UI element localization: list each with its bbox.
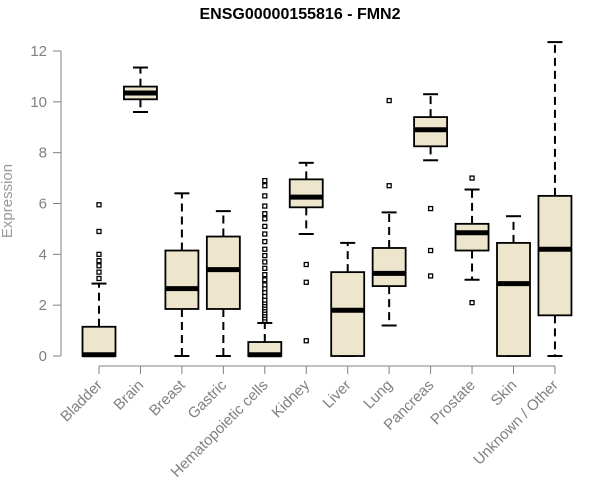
box-group (205, 210, 241, 357)
chart-title: ENSG00000155816 - FMN2 (199, 6, 401, 23)
x-tick-label: Liver (320, 377, 355, 412)
outlier-point (262, 216, 268, 222)
y-tick-label: 8 (39, 145, 47, 162)
x-tick-label: Bladder (57, 377, 106, 426)
outlier-point (262, 193, 268, 199)
outlier-point (262, 252, 268, 259)
x-tick-label: Brain (110, 377, 147, 414)
outlier-point (386, 97, 392, 104)
outlier-point (427, 247, 434, 254)
box (496, 241, 531, 357)
boxes-layer (81, 41, 573, 358)
outlier-point (96, 258, 102, 264)
outlier-point (303, 261, 309, 268)
y-tick-label: 4 (39, 246, 47, 263)
outlier-point (262, 231, 268, 237)
outlier-point (303, 338, 309, 344)
outlier-point (262, 272, 268, 278)
outlier-point (262, 203, 268, 209)
x-tick-label: Prostate (427, 377, 479, 429)
outlier-point (262, 246, 268, 252)
x-tick-label: Lung (360, 377, 396, 413)
box (537, 194, 573, 317)
box-group (330, 241, 366, 357)
outlier-point (427, 205, 434, 212)
outlier-point (469, 175, 475, 181)
box (288, 178, 324, 209)
outlier-point (262, 211, 268, 217)
outlier-point (262, 282, 268, 288)
box-group (164, 192, 200, 357)
box (371, 247, 407, 288)
y-tick-label: 6 (39, 196, 47, 213)
outlier-point (96, 269, 102, 275)
outlier-point (262, 277, 268, 283)
x-tick-label: Skin (488, 377, 521, 410)
box-group (247, 177, 283, 358)
y-axis: 0 2 4 6 8 10 12 (30, 43, 62, 365)
outlier-point (469, 299, 475, 306)
outlier-point (96, 251, 102, 257)
box-group (371, 97, 407, 327)
box-group (454, 175, 490, 306)
box (205, 235, 241, 310)
outlier-point (262, 223, 268, 230)
box-group (413, 93, 449, 279)
box-group (123, 66, 158, 113)
outlier-point (262, 177, 268, 184)
box (330, 271, 366, 357)
y-tick-label: 2 (39, 297, 47, 314)
box (81, 325, 117, 357)
box-group (81, 202, 117, 358)
outlier-point (303, 279, 309, 285)
outlier-point (96, 275, 102, 282)
x-tick-label: Kidney (269, 376, 314, 421)
outlier-point (262, 259, 268, 265)
outlier-point (96, 228, 102, 235)
box-group (496, 215, 531, 357)
y-tick-label: 12 (30, 43, 47, 60)
outlier-point (262, 183, 268, 189)
box-group (288, 161, 324, 344)
outlier-point (262, 265, 268, 271)
outlier-point (96, 202, 102, 208)
x-tick-label: Breast (146, 376, 189, 419)
outlier-point (96, 263, 102, 269)
outlier-point (386, 183, 392, 189)
y-tick-label: 10 (30, 94, 47, 111)
box (164, 249, 200, 310)
box-group (537, 41, 573, 357)
y-axis-label: Expression (0, 164, 16, 238)
outlier-point (427, 273, 434, 279)
outlier-point (262, 238, 268, 245)
y-tick-label: 0 (39, 348, 47, 365)
box (454, 222, 490, 252)
